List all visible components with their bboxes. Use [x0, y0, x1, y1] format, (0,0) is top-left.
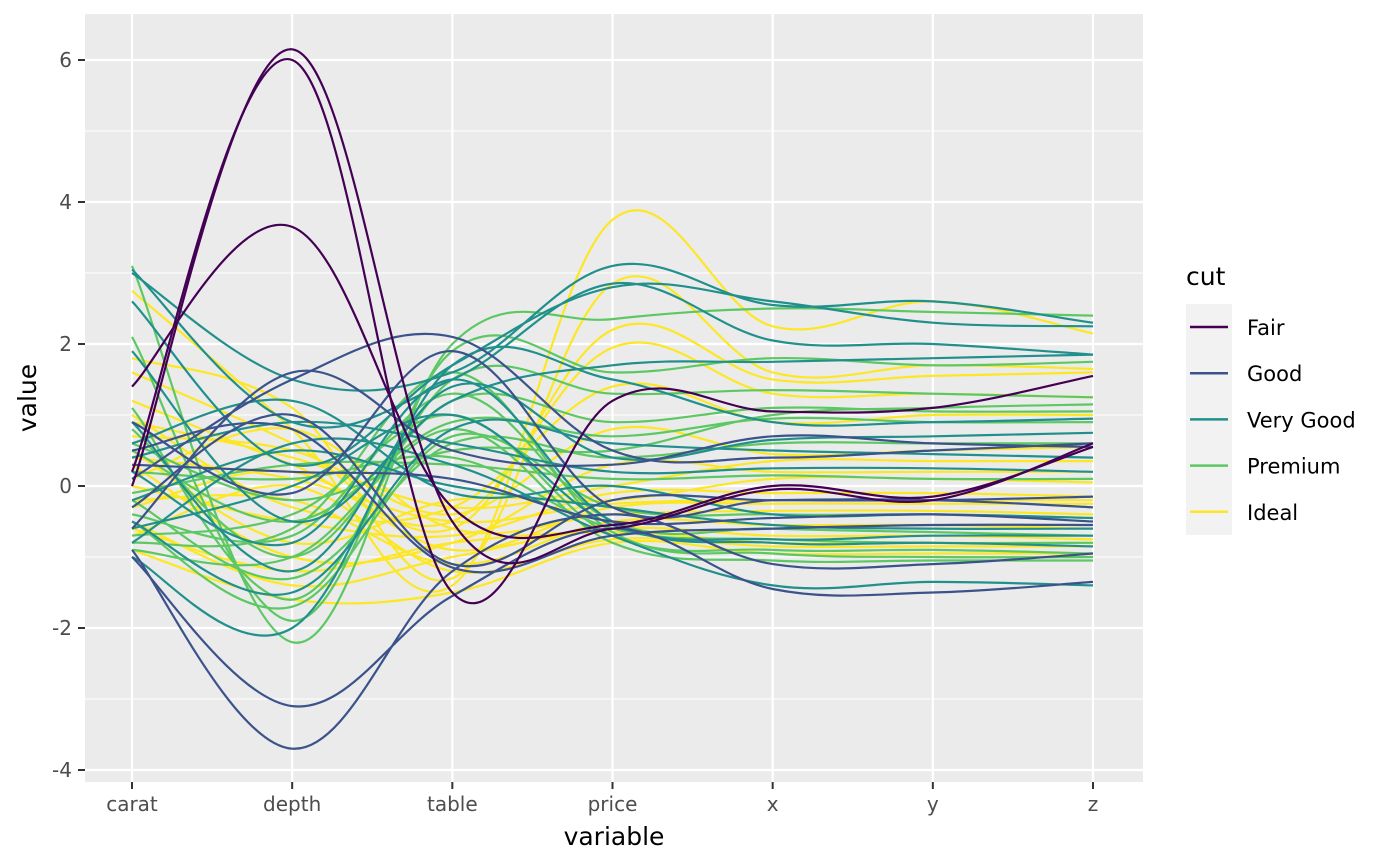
series-line-good-10	[131, 463, 1094, 526]
series-line-ideal-38	[131, 209, 1094, 593]
x-axis: carat depth table price x y z	[106, 782, 1098, 816]
series-lines	[130, 48, 1094, 750]
series-line-good-8	[131, 369, 1094, 530]
legend-label-fair: Fair	[1247, 316, 1285, 340]
panel-background	[85, 14, 1143, 782]
y-tick-label: -4	[52, 758, 72, 782]
series-line-good-5	[131, 332, 1094, 480]
x-tick-label-carat: carat	[106, 792, 158, 816]
series-line-good-7	[131, 421, 1094, 574]
x-tick-label-price: price	[588, 792, 638, 816]
series-line-fair-1	[131, 223, 1094, 540]
series-line-premium-27	[131, 392, 1094, 559]
series-line-very-good-13	[131, 282, 1094, 467]
y-tick-label: 0	[59, 474, 72, 498]
series-line-premium-26	[131, 364, 1094, 601]
y-axis: -4 -2 0 2 4 6	[52, 48, 85, 782]
y-tick-label: -2	[52, 616, 72, 640]
legend-label-very-good: Very Good	[1247, 408, 1356, 432]
series-line-good-4	[131, 527, 1094, 708]
series-line-very-good-11	[131, 262, 1094, 392]
series-line-ideal-39	[131, 275, 1094, 582]
series-line-fair-2	[130, 58, 1094, 605]
x-axis-title: variable	[564, 822, 665, 851]
series-line-very-good-19	[131, 378, 1094, 548]
x-tick-label-table: table	[427, 792, 478, 816]
series-line-very-good-12	[131, 268, 1094, 429]
y-axis-title: value	[13, 364, 42, 432]
y-tick-label: 2	[59, 332, 72, 356]
series-line-very-good-14	[131, 350, 1094, 524]
series-line-good-3	[131, 513, 1094, 750]
x-tick-label-depth: depth	[263, 792, 321, 816]
x-tick-label-x: x	[767, 792, 779, 816]
legend: cut Fair Good Very Good Premium Ideal	[1186, 262, 1356, 535]
series-line-very-good-21	[131, 382, 1094, 573]
series-line-ideal-42	[131, 382, 1094, 523]
legend-label-good: Good	[1247, 362, 1302, 386]
y-tick-label: 6	[59, 48, 72, 72]
legend-label-premium: Premium	[1247, 455, 1340, 479]
series-line-very-good-16	[131, 418, 1094, 596]
y-tick-label: 4	[59, 190, 72, 214]
x-tick-label-y: y	[927, 792, 939, 816]
x-tick-label-z: z	[1088, 792, 1099, 816]
series-line-very-good-15	[131, 345, 1094, 637]
series-line-premium-34	[131, 392, 1094, 544]
series-line-very-good-23	[131, 420, 1094, 475]
legend-label-ideal: Ideal	[1247, 501, 1298, 525]
legend-title: cut	[1186, 262, 1226, 291]
series-line-very-good-22	[131, 413, 1094, 541]
